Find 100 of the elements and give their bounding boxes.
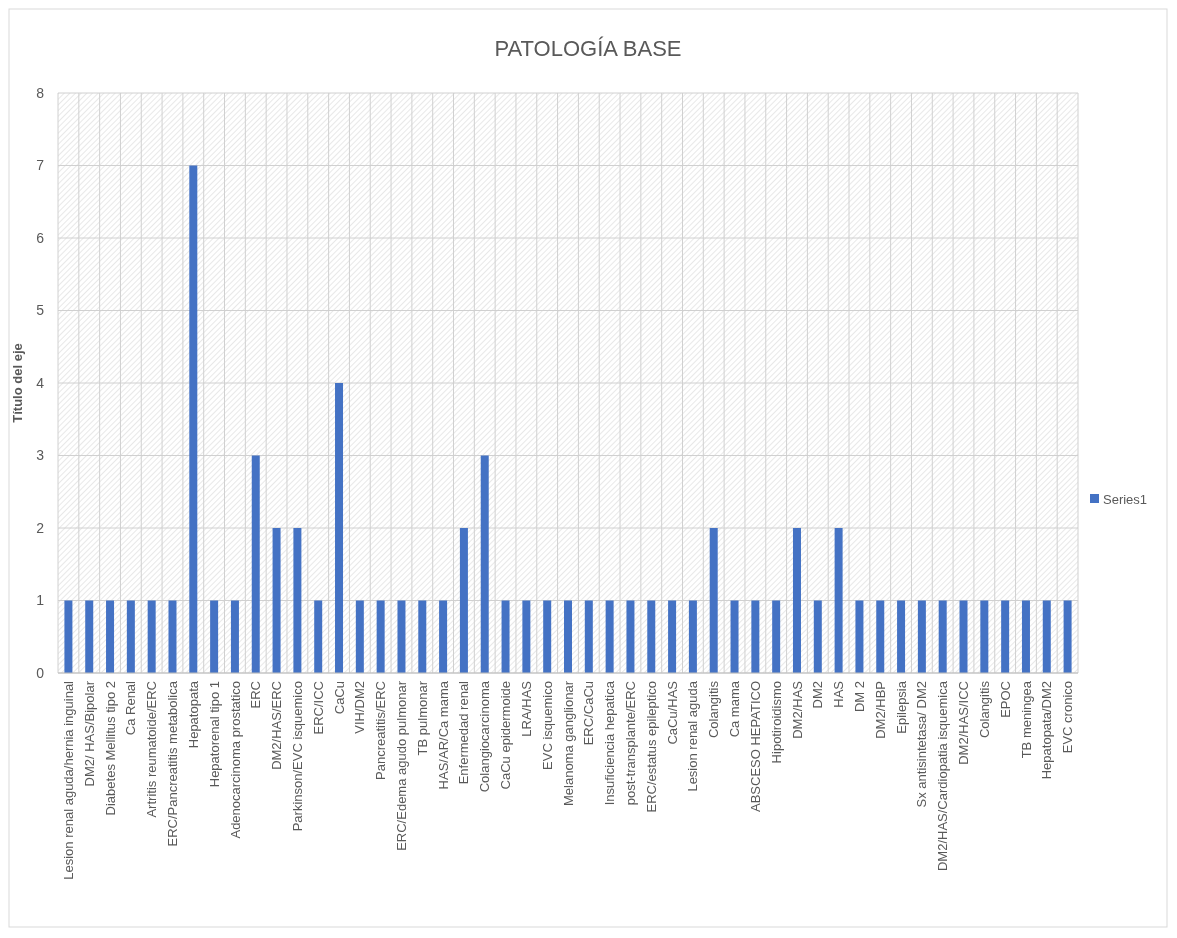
bar xyxy=(584,600,593,673)
x-tick-label: CaCu/HAS xyxy=(664,680,680,745)
bar xyxy=(106,600,115,673)
bar xyxy=(730,600,739,673)
bar xyxy=(980,600,989,673)
x-tick-label: DM2 xyxy=(810,681,826,709)
x-tick-label: Artritis reumatoide/ERC xyxy=(144,681,160,818)
y-tick-label: 8 xyxy=(36,84,45,101)
x-tick-label: Hepatorenal tipo 1 xyxy=(206,681,222,788)
x-tick-label: DM2/HAS xyxy=(789,680,805,739)
bar xyxy=(564,600,572,673)
x-tick-label: CaCu epidermoide xyxy=(498,681,514,790)
bar xyxy=(210,600,219,673)
x-tick-label: Hepatopata xyxy=(185,680,201,749)
x-tick-label: HAS xyxy=(831,680,847,708)
bar xyxy=(688,600,697,673)
bar xyxy=(230,600,239,673)
bar xyxy=(917,600,926,673)
y-axis-title: Título del eje xyxy=(10,343,25,423)
bar xyxy=(459,528,468,673)
x-tick-label: Hipotiroidismo xyxy=(768,681,784,764)
bar xyxy=(668,600,677,673)
bar xyxy=(189,165,198,673)
x-tick-label: HAS/AR/Ca mama xyxy=(435,680,451,790)
x-tick-label: ERC/Pancreatitis metabolica xyxy=(165,680,181,847)
x-tick-label: EPOC xyxy=(997,681,1013,718)
bar xyxy=(1063,600,1072,673)
bar xyxy=(147,600,156,673)
y-tick-label: 3 xyxy=(36,447,45,464)
bar xyxy=(314,600,323,673)
y-tick-label: 4 xyxy=(36,374,45,391)
x-tick-label: ERC/ICC xyxy=(310,681,326,735)
bar xyxy=(813,600,822,673)
x-tick-label: Lesion renal aguda/hernia inguinal xyxy=(60,680,76,880)
x-tick-label: DM2/HBP xyxy=(872,681,888,739)
x-tick-label: Hepatopata/DM2 xyxy=(1039,681,1055,780)
bar xyxy=(1042,600,1051,673)
bar xyxy=(772,600,781,673)
x-tick-label: LRA/HAS xyxy=(518,680,534,737)
bar xyxy=(397,600,406,673)
bar xyxy=(647,600,656,673)
x-tick-label: Adenocarcinoma prostatico xyxy=(227,681,243,839)
bar xyxy=(751,600,760,673)
bar xyxy=(834,528,843,673)
x-tick-label: Insuficiencia hepatica xyxy=(602,680,618,806)
y-tick-label: 7 xyxy=(36,157,45,174)
bar xyxy=(1021,600,1030,673)
bar xyxy=(251,455,260,673)
x-tick-label: DM2/HAS/ICC xyxy=(956,681,972,765)
x-tick-label: EVC cronico xyxy=(1060,681,1076,754)
x-tick-label: TB meningea xyxy=(1018,680,1034,759)
x-tick-label: Colangitis xyxy=(976,680,992,739)
x-tick-label: Melanoma ganglionar xyxy=(560,680,576,807)
x-tick-label: Diabetes Mellitus tipo 2 xyxy=(102,681,118,816)
x-tick-label: ERC/estatus epileptico xyxy=(643,681,659,813)
y-tick-label: 2 xyxy=(36,519,45,536)
x-tick-label: CaCu xyxy=(331,681,347,715)
bar xyxy=(335,383,344,673)
bar xyxy=(959,600,968,673)
x-tick-label: EVC isquemico xyxy=(539,681,555,770)
x-tick-label: Ca Renal xyxy=(123,680,139,736)
bar xyxy=(605,600,614,673)
y-tick-label: 0 xyxy=(36,664,45,681)
y-tick-label: 5 xyxy=(36,302,45,319)
x-tick-label: Lesion renal aguda xyxy=(685,680,701,792)
bar xyxy=(709,528,718,673)
x-tick-label: Epilepsia xyxy=(893,680,909,734)
bar xyxy=(855,600,864,673)
bar xyxy=(168,600,177,673)
bar xyxy=(876,600,885,673)
bar xyxy=(501,600,510,673)
bar xyxy=(439,600,448,673)
x-tick-label: ERC/Edema agudo pulmonar xyxy=(394,680,410,851)
x-tick-label: Pancreatitis/ERC xyxy=(373,681,389,780)
x-tick-label: Ca mama xyxy=(727,680,743,738)
bar xyxy=(626,600,635,673)
bar xyxy=(418,600,427,673)
x-tick-label: DM 2 xyxy=(851,681,867,713)
x-tick-label: DM2/HAS/Cardiopatia isquemica xyxy=(935,680,951,872)
bar xyxy=(272,528,281,673)
bar xyxy=(938,600,947,673)
y-tick-label: 6 xyxy=(36,229,45,246)
chart-title: PATOLOGÍA BASE xyxy=(494,36,682,61)
x-tick-label: ABSCESO HEPATICO xyxy=(747,681,763,812)
x-tick-label: TB pulmonar xyxy=(414,680,430,756)
x-tick-label: VIH/DM2 xyxy=(352,681,368,734)
x-tick-label: Parkinson/EVC isquemico xyxy=(289,681,305,832)
bar xyxy=(792,528,801,673)
x-tick-label: Enfermedad renal xyxy=(456,680,472,785)
bar xyxy=(85,600,94,673)
x-tick-label: ERC/CaCu xyxy=(581,681,597,746)
x-tick-label: ERC xyxy=(248,681,264,709)
x-tick-label: Colangiocarcinoma xyxy=(477,680,493,793)
bar xyxy=(543,600,552,673)
x-tick-label: DM2/ HAS/Bipolar xyxy=(81,680,97,787)
bar xyxy=(1001,600,1010,673)
y-tick-label: 1 xyxy=(36,592,45,609)
bar xyxy=(897,600,906,673)
bar xyxy=(64,600,73,673)
legend-label: Series1 xyxy=(1103,491,1148,507)
